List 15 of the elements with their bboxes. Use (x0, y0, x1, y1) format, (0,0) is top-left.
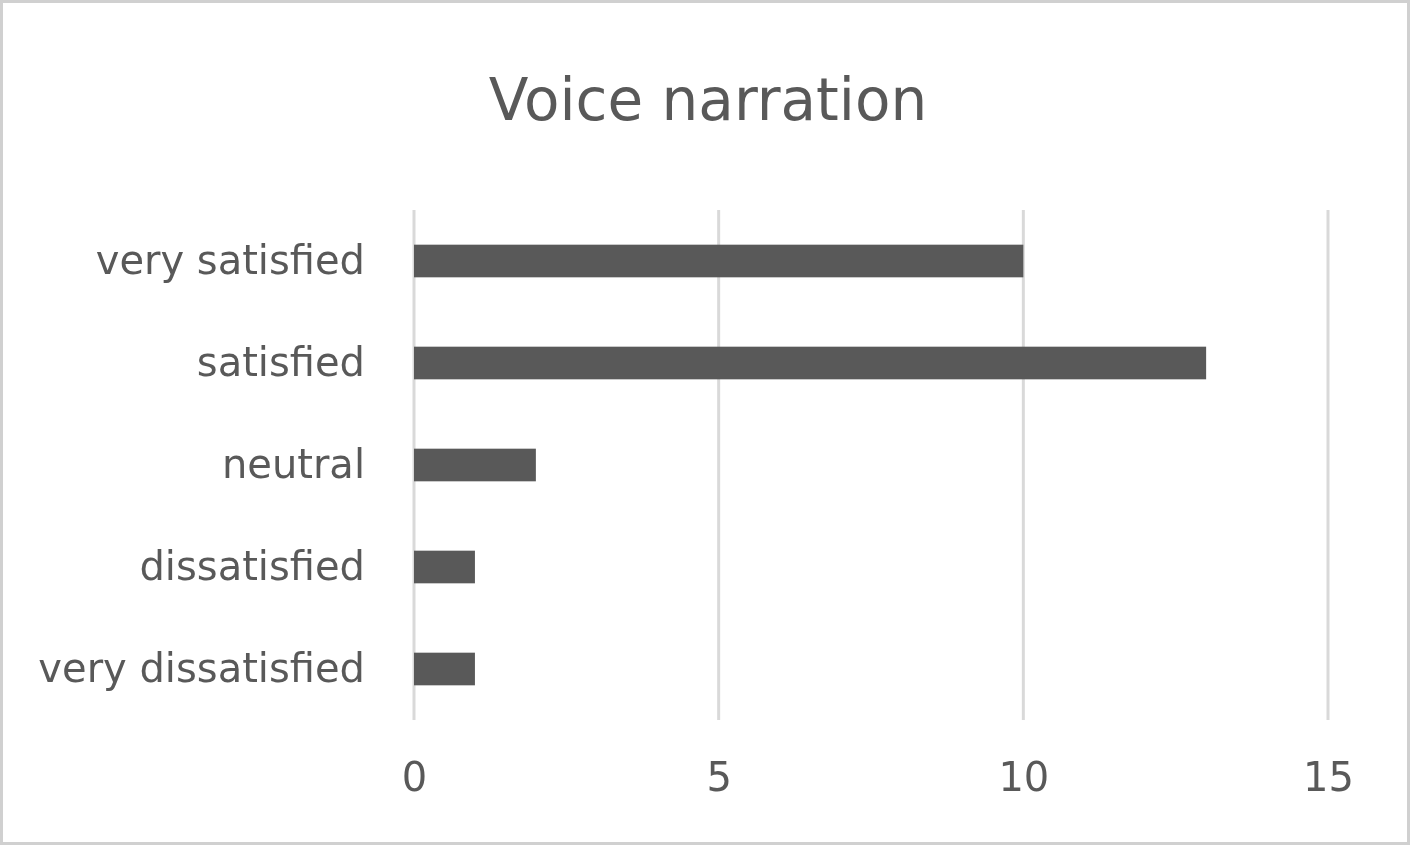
chart-title: Voice narration (488, 66, 928, 134)
x-tick-label: 15 (1303, 754, 1354, 801)
bar (414, 346, 1207, 380)
bar (414, 244, 1024, 278)
x-tick-label: 5 (706, 754, 732, 801)
x-tick-label: 10 (998, 754, 1050, 801)
y-tick-label: very dissatisfied (38, 644, 365, 691)
bar (414, 448, 536, 482)
y-tick-label: dissatisfied (139, 542, 365, 589)
y-tick-label: satisfied (196, 338, 365, 385)
bar (414, 550, 475, 584)
bar (414, 652, 475, 686)
y-tick-label: very satisfied (95, 236, 365, 283)
x-tick-label: 0 (401, 754, 428, 801)
y-tick-label: neutral (221, 440, 365, 487)
